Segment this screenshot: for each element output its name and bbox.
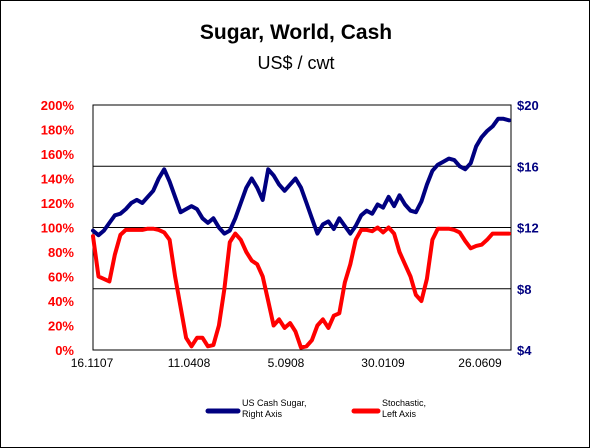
legend-label: Stochastic, Left Axis: [382, 398, 426, 419]
right-tick-label: $4: [517, 343, 532, 358]
left-tick-label: 40%: [48, 294, 74, 309]
series-line-sugar-cash: [91, 116, 511, 238]
left-tick-label: 180%: [41, 123, 75, 138]
right-tick-label: $16: [517, 159, 539, 174]
legend-item-stochastic: Stochastic, Left Axis: [351, 398, 426, 419]
series-line-stochastic: [91, 225, 511, 350]
left-tick-label: 80%: [48, 245, 74, 260]
left-tick-label: 0%: [55, 343, 74, 358]
x-tick-label: 11.0408: [168, 356, 211, 370]
legend-item-sugar-cash: US Cash Sugar, Right Axis: [205, 398, 307, 419]
chart-subtitle: US$ / cwt: [257, 53, 334, 73]
left-tick-label: 140%: [41, 172, 75, 187]
right-tick-label: $20: [517, 98, 539, 113]
left-tick-label: 160%: [41, 147, 75, 162]
x-tick-label: 26.0609: [458, 356, 502, 370]
x-tick-label: 5.0908: [268, 356, 305, 370]
chart-title: Sugar, World, Cash: [200, 21, 392, 44]
left-tick-label: 100%: [41, 221, 75, 236]
left-axis-ticks: 0% 20% 40% 60% 80% 100% 120% 140% 160% 180% 200%: [41, 98, 75, 358]
series-lines: [91, 116, 511, 350]
left-tick-label: 200%: [41, 98, 75, 113]
left-tick-label: 120%: [41, 196, 75, 211]
legend: US Cash Sugar, Right Axis Stochastic, Left …: [205, 398, 426, 419]
right-tick-label: $12: [517, 221, 539, 236]
x-tick-label: 16.1107: [71, 356, 114, 370]
right-tick-label: $8: [517, 282, 531, 297]
left-tick-label: 60%: [48, 270, 74, 285]
legend-label: US Cash Sugar, Right Axis: [242, 398, 307, 419]
right-axis-ticks: $4 $8 $12 $16 $20: [517, 98, 539, 358]
x-tick-label: 30.0109: [361, 356, 405, 370]
left-tick-label: 20%: [48, 319, 74, 334]
x-axis-ticks: 16.1107 11.0408 5.0908 30.0109 26.0609: [71, 356, 502, 370]
